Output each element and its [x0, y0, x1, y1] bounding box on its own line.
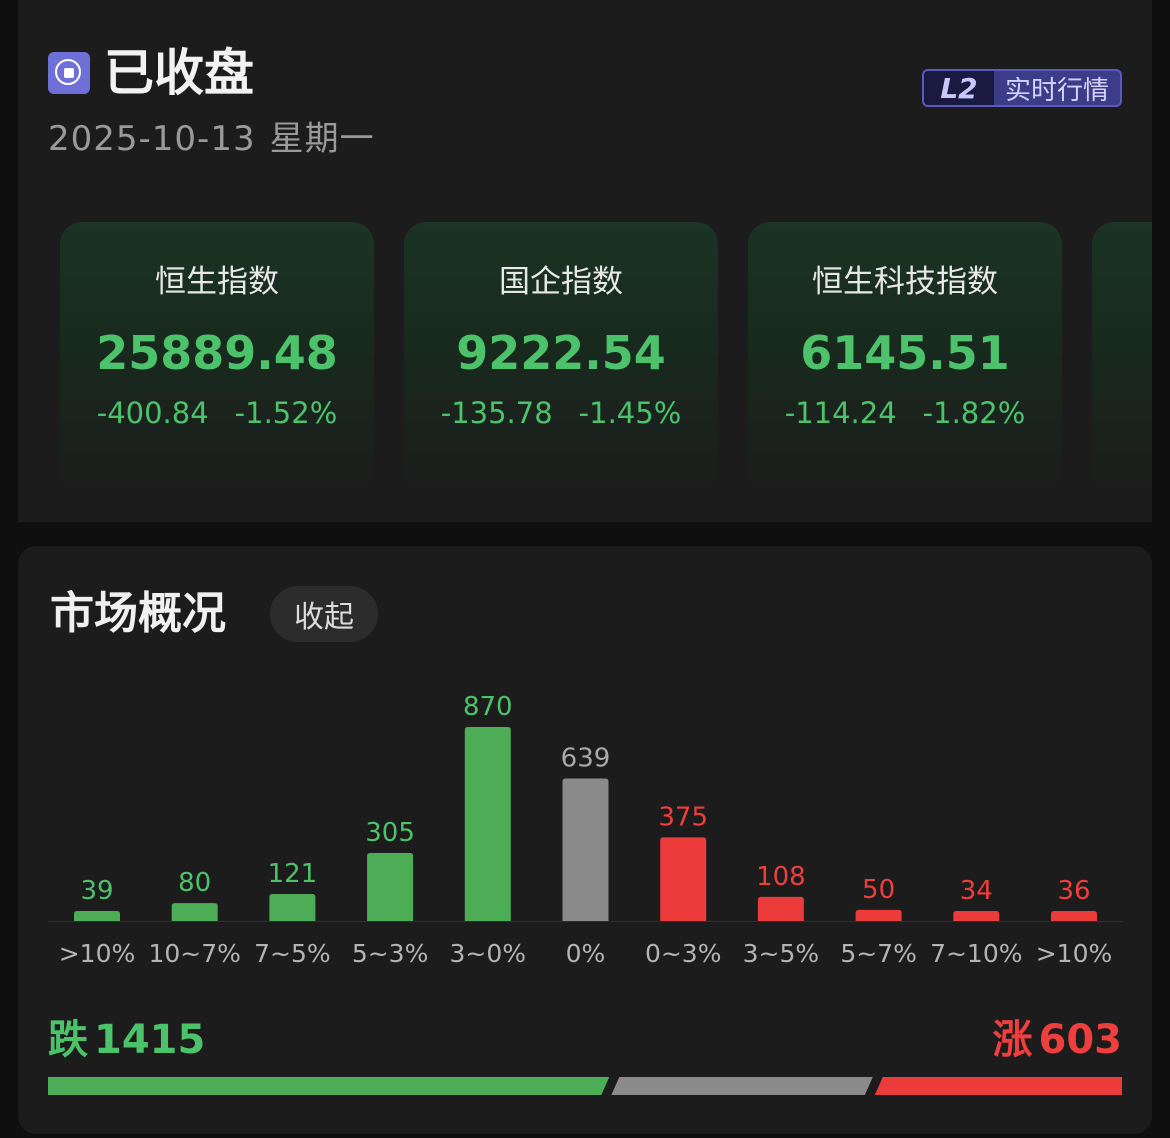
bar-2	[269, 894, 316, 921]
bar-7	[757, 896, 804, 921]
index-change-pct: -1.45%	[578, 396, 682, 430]
decliners-label: 跌	[48, 1017, 88, 1063]
collapse-button[interactable]: 收起	[270, 586, 378, 642]
weekday-text: 星期一	[269, 119, 375, 159]
bar-value-label: 121	[268, 859, 318, 889]
l2-logo-icon: L2	[924, 71, 994, 105]
index-change-row: -400.84 -1.52%	[60, 394, 374, 432]
index-name: 恒生指数	[155, 264, 279, 300]
breadth-flat-segment	[611, 1077, 873, 1095]
advancers-count: 603	[1038, 1017, 1123, 1063]
bar-value-label: 36	[1057, 876, 1090, 906]
market-status: 已收盘	[104, 44, 254, 102]
index-card-hstech[interactable]: 恒生科技指数 6145.51 -114.24 -1.82%	[748, 222, 1062, 490]
index-name: 国企指数	[499, 264, 623, 300]
breadth-down-segment	[48, 1077, 610, 1095]
breadth-ratio-bar	[48, 1077, 1122, 1095]
bar-8	[855, 909, 902, 921]
index-card-partial[interactable]	[1092, 222, 1152, 490]
category-label: 5~3%	[352, 939, 429, 968]
category-label: >10%	[59, 939, 136, 968]
index-change-row: -135.78 -1.45%	[404, 394, 718, 432]
bar-0	[74, 911, 120, 921]
l2-badge-label: 实时行情	[1004, 75, 1109, 106]
market-closed-icon	[48, 52, 90, 94]
index-card-hsi[interactable]: 恒生指数 25889.48 -400.84 -1.52%	[60, 222, 374, 490]
market-overview-title: 市场概况	[50, 588, 226, 639]
decliners-count: 1415	[94, 1017, 206, 1063]
category-label: 0%	[566, 939, 606, 968]
index-value: 25889.48	[96, 326, 338, 380]
advancers-label: 涨	[992, 1017, 1033, 1063]
bar-value-label: 80	[178, 868, 211, 898]
l2-realtime-badge[interactable]: L2 实时行情	[922, 69, 1122, 107]
category-label: 5~7%	[840, 939, 917, 968]
index-change: -135.78	[440, 396, 553, 430]
index-name: 恒生科技指数	[812, 264, 998, 300]
index-change: -400.84	[96, 396, 209, 430]
category-label: 10~7%	[148, 939, 240, 968]
bar-value-label: 50	[862, 875, 895, 905]
index-card-hscei[interactable]: 国企指数 9222.54 -135.78 -1.45%	[404, 222, 718, 490]
bar-value-label: 108	[756, 862, 806, 892]
bar-value-label: 870	[463, 692, 513, 722]
category-label: 7~5%	[254, 939, 331, 968]
category-label: 0~3%	[645, 939, 722, 968]
bar-value-label: 305	[365, 818, 415, 848]
index-change-row: -114.24 -1.82%	[748, 394, 1062, 432]
advancers-summary: 涨 603	[993, 1014, 1123, 1066]
bar-value-label: 375	[658, 802, 708, 832]
index-change: -114.24	[784, 396, 897, 430]
bar-9	[953, 911, 1000, 921]
bar-1	[171, 903, 218, 921]
bar-10	[1051, 911, 1097, 921]
bar-3	[367, 852, 414, 921]
bar-value-label: 34	[960, 876, 993, 906]
bar-6	[660, 837, 707, 921]
bar-5	[562, 778, 609, 921]
index-value: 6145.51	[800, 326, 1010, 380]
category-label: 3~5%	[743, 939, 820, 968]
index-change-pct: -1.82%	[922, 396, 1026, 430]
trade-date: 2025-10-13 星期一	[48, 116, 375, 162]
bar-value-label: 39	[80, 876, 113, 906]
category-label: 7~10%	[930, 939, 1022, 968]
bar-4	[464, 727, 511, 921]
date-text: 2025-10-13	[48, 119, 256, 159]
breadth-up-segment	[874, 1077, 1122, 1095]
decliners-summary: 跌 1415	[48, 1014, 205, 1066]
index-value: 9222.54	[456, 326, 666, 380]
index-change-pct: -1.52%	[234, 396, 338, 430]
category-label: >10%	[1036, 939, 1113, 968]
bar-value-label: 639	[561, 744, 611, 774]
category-label: 3~0%	[450, 939, 527, 968]
